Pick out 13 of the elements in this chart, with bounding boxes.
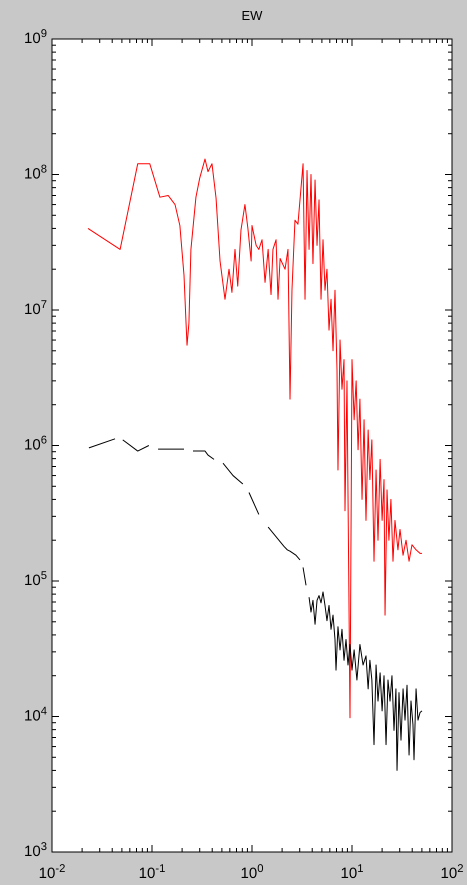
chart-title: EW xyxy=(242,8,264,23)
x-tick-label: 10$^{-2}$ xyxy=(38,863,66,882)
y-tick-label: 10$^{8}$ xyxy=(24,164,47,182)
x-tick-label: 10$^{2}$ xyxy=(440,863,464,882)
y-tick-label: 10$^{6}$ xyxy=(24,434,47,454)
x-tick-label: 10$^{0}$ xyxy=(240,863,264,882)
y-tick-label: 10$^{7}$ xyxy=(24,299,47,318)
y-tick-label: 10$^{3}$ xyxy=(24,841,47,860)
x-tick-label: 10$^{-1}$ xyxy=(138,863,166,882)
x-tick-label: 10$^{1}$ xyxy=(340,863,364,882)
y-tick-label: 10$^{4}$ xyxy=(24,706,47,724)
y-tick-label: 10$^{9}$ xyxy=(24,28,47,47)
y-tick-label: 10$^{5}$ xyxy=(24,570,47,589)
